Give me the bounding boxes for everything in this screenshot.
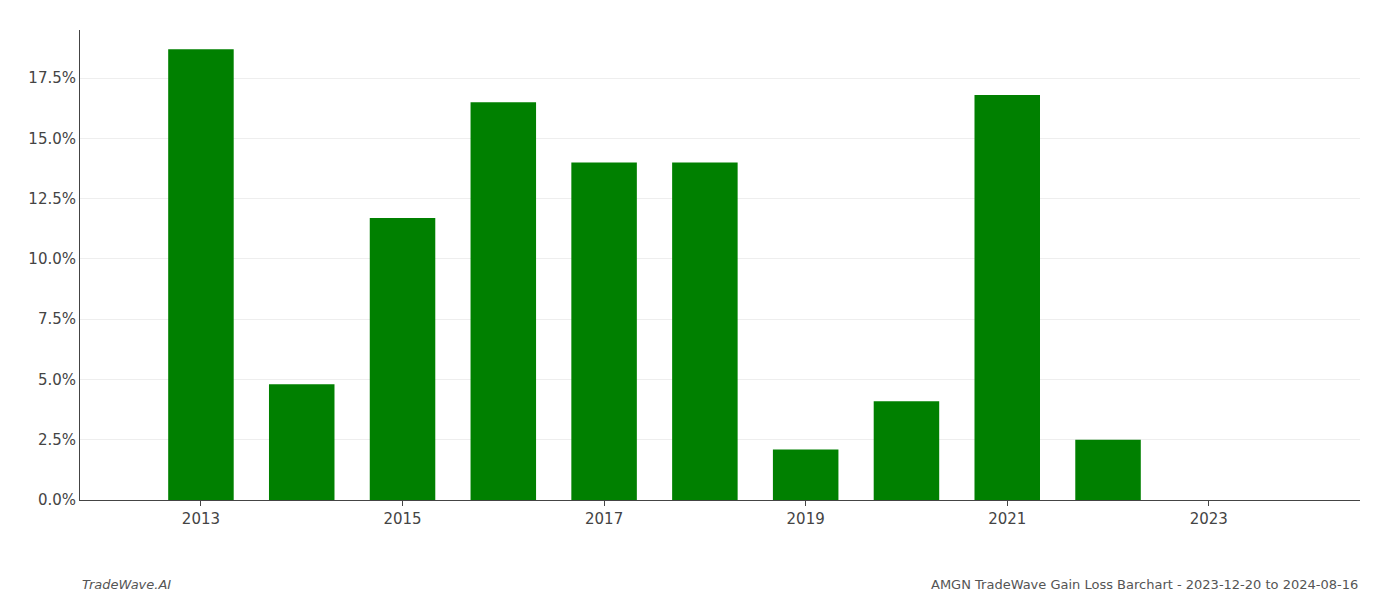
svg-text:15.0%: 15.0% bbox=[28, 130, 76, 148]
svg-text:2.5%: 2.5% bbox=[38, 431, 76, 449]
svg-text:2023: 2023 bbox=[1190, 510, 1228, 528]
svg-text:AMGN TradeWave Gain Loss Barch: AMGN TradeWave Gain Loss Barchart - 2023… bbox=[931, 577, 1358, 592]
svg-text:2019: 2019 bbox=[787, 510, 825, 528]
svg-text:TradeWave.AI: TradeWave.AI bbox=[82, 577, 171, 592]
svg-text:5.0%: 5.0% bbox=[38, 371, 76, 389]
svg-text:12.5%: 12.5% bbox=[28, 190, 76, 208]
svg-text:2021: 2021 bbox=[988, 510, 1026, 528]
svg-text:7.5%: 7.5% bbox=[38, 310, 76, 328]
svg-text:2015: 2015 bbox=[383, 510, 421, 528]
svg-text:2017: 2017 bbox=[585, 510, 623, 528]
svg-text:10.0%: 10.0% bbox=[28, 250, 76, 268]
svg-text:0.0%: 0.0% bbox=[38, 491, 76, 509]
svg-text:17.5%: 17.5% bbox=[28, 69, 76, 87]
svg-text:2013: 2013 bbox=[182, 510, 220, 528]
